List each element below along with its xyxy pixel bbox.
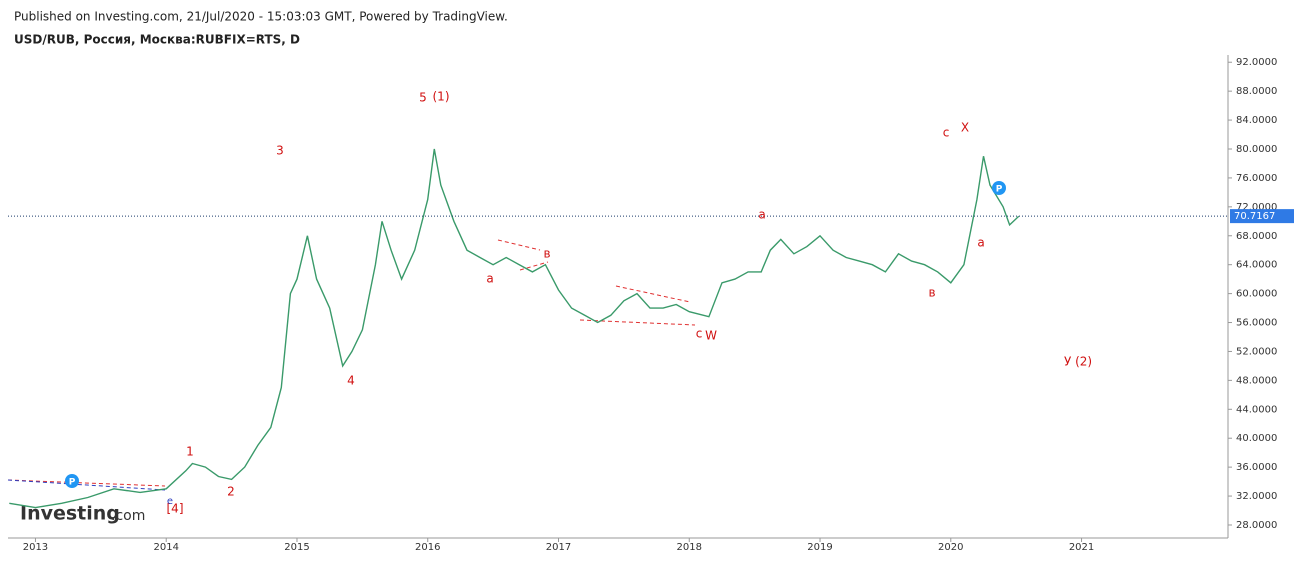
y-tick-label: 64.0000 <box>1236 260 1277 271</box>
trend-lines <box>7 239 696 487</box>
last-price-box <box>1230 209 1294 224</box>
y-tick-label: 44.0000 <box>1236 404 1277 415</box>
wave-label: c <box>696 327 703 341</box>
y-tick-label: 60.0000 <box>1236 289 1277 300</box>
x-tick-label: 2016 <box>415 542 440 553</box>
y-tick-label: 56.0000 <box>1236 318 1277 329</box>
wave-label: 5 <box>419 91 427 105</box>
symbol: USD/RUB, Россия, Москва:RUBFIX=RTS, D <box>14 33 300 47</box>
y-tick-label: 68.0000 <box>1236 231 1277 242</box>
p-marker-label: P <box>69 478 76 488</box>
logo: Investing .com <box>20 503 145 525</box>
x-tick-label: 2018 <box>677 542 702 553</box>
wave-label: a <box>486 272 493 286</box>
x-tick-label: 2013 <box>23 542 48 553</box>
y-tick-label: 76.0000 <box>1236 173 1277 184</box>
y-tick-label: 92.0000 <box>1236 57 1277 68</box>
p-marker <box>65 474 79 488</box>
wave-label: X <box>961 121 969 135</box>
x-tick-label: 2014 <box>153 542 178 553</box>
y-tick-label: 88.0000 <box>1236 86 1277 97</box>
logo-suffix: .com <box>111 508 145 524</box>
wave-label: в <box>928 286 935 300</box>
wave-label: (1) <box>433 90 450 104</box>
y-tick-label: 80.0000 <box>1236 144 1277 155</box>
wave-label: 3 <box>276 144 284 158</box>
wave-label: [4] <box>167 502 184 516</box>
x-tick-label: 2019 <box>807 542 832 553</box>
y-tick-label: 84.0000 <box>1236 115 1277 126</box>
y-tick-label: 52.0000 <box>1236 346 1277 357</box>
x-tick-label: 2017 <box>546 542 571 553</box>
trend-line-blue <box>7 479 166 491</box>
p-marker <box>992 181 1006 195</box>
p-marker-label: P <box>996 185 1003 195</box>
wave-label: У (2) <box>1064 355 1092 369</box>
y-tick-label: 40.0000 <box>1236 433 1277 444</box>
y-tick-label: 32.0000 <box>1236 491 1277 502</box>
price-line <box>9 148 1020 509</box>
logo-text: Investing <box>20 503 120 525</box>
x-tick-label: 2020 <box>938 542 963 553</box>
wave-label: W <box>705 329 717 343</box>
wave-label: a <box>977 236 984 250</box>
wave-label: 2 <box>227 485 235 499</box>
wave-label: e <box>167 496 173 507</box>
x-tick-label: 2021 <box>1069 542 1094 553</box>
y-tick-label: 72.0000 <box>1236 202 1277 213</box>
y-tick-label: 36.0000 <box>1236 462 1277 473</box>
published-line: Published on Investing.com, 21/Jul/2020 … <box>14 10 508 24</box>
y-tick-label: 48.0000 <box>1236 375 1277 386</box>
y-tick-label: 28.0000 <box>1236 520 1277 531</box>
wave-label: 1 <box>186 445 194 459</box>
wave-label: в <box>543 247 550 261</box>
wave-label: 4 <box>347 374 355 388</box>
last-price-label: 70.7167 <box>1234 211 1275 222</box>
wave-label: c <box>943 126 950 140</box>
wave-label: a <box>758 208 765 222</box>
x-tick-label: 2015 <box>284 542 309 553</box>
